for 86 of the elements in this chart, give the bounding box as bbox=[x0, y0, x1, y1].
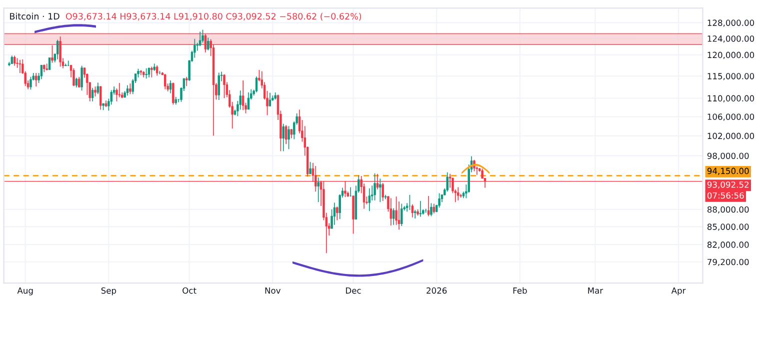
candlestick bbox=[129, 83, 132, 95]
candlestick bbox=[80, 65, 83, 91]
candlestick bbox=[202, 29, 204, 43]
candlestick bbox=[411, 204, 414, 218]
y-tick-label: 120,000.00 bbox=[708, 52, 754, 59]
candlestick bbox=[395, 196, 398, 226]
y-tick-label: 110,000.00 bbox=[708, 95, 754, 102]
x-tick-label: Nov bbox=[265, 288, 281, 294]
y-tick-label: 124,000.00 bbox=[708, 35, 754, 43]
candlestick bbox=[194, 38, 196, 58]
y-tick-label: 102,000.00 bbox=[708, 132, 754, 140]
candlestick bbox=[427, 196, 430, 217]
x-tick-label: Oct bbox=[182, 287, 196, 294]
candlestick bbox=[148, 67, 150, 78]
candlestick bbox=[198, 31, 202, 47]
candlestick bbox=[282, 123, 285, 152]
candlestick bbox=[242, 80, 244, 111]
candlestick bbox=[40, 64, 43, 80]
candlestick bbox=[48, 57, 51, 70]
candlestick bbox=[336, 206, 338, 221]
candlestick bbox=[72, 68, 75, 87]
candlestick bbox=[374, 172, 376, 201]
candlestick bbox=[247, 92, 250, 110]
candlestick bbox=[186, 76, 188, 87]
candlestick bbox=[30, 76, 32, 90]
y-tick-label: 85,000.00 bbox=[707, 224, 749, 231]
candlestick bbox=[446, 172, 448, 192]
candlestick bbox=[126, 84, 129, 96]
candlestick bbox=[207, 37, 210, 51]
candlestick bbox=[317, 177, 320, 202]
candlestick bbox=[255, 76, 258, 93]
ref-line-label: 93,092.52 bbox=[707, 181, 748, 189]
candlestick bbox=[150, 66, 153, 78]
candlestick bbox=[145, 68, 148, 80]
text: 07:56:56 bbox=[707, 192, 744, 199]
ref-line-label: 94,150.00 bbox=[707, 168, 749, 175]
y-tick-label: 82,000.00 bbox=[707, 242, 749, 249]
y-tick-label: 115,000.00 bbox=[708, 73, 754, 80]
candlestick bbox=[99, 86, 102, 110]
candlestick bbox=[268, 92, 272, 107]
x-tick-label: Aug bbox=[17, 288, 33, 296]
candlestick bbox=[34, 72, 38, 87]
candlestick bbox=[432, 203, 436, 214]
candlestick bbox=[309, 161, 312, 174]
y-tick-label: 98,000.00 bbox=[707, 152, 749, 160]
candlestick bbox=[164, 73, 166, 90]
candlestick bbox=[430, 202, 432, 217]
candlestick bbox=[75, 77, 78, 88]
candlestick bbox=[223, 74, 226, 99]
y-tick-label: 88,000.00 bbox=[707, 206, 749, 214]
candlestick bbox=[46, 63, 48, 71]
x-tick-label: Dec bbox=[346, 288, 361, 294]
candlestick bbox=[169, 80, 172, 94]
candlestick bbox=[379, 178, 382, 202]
x-tick-label: 2026 bbox=[426, 287, 447, 294]
candlestick bbox=[333, 202, 336, 226]
x-tick-label: Feb bbox=[513, 287, 527, 294]
candlestick bbox=[457, 186, 460, 201]
candlestick bbox=[414, 210, 416, 219]
chart-title: Bitcoin · 1D bbox=[10, 12, 60, 20]
candlestick bbox=[288, 126, 290, 150]
candlestick bbox=[392, 208, 395, 226]
candlestick bbox=[56, 39, 59, 60]
x-tick-label: Apr bbox=[671, 288, 686, 296]
candlestick bbox=[284, 124, 288, 145]
candlestick bbox=[400, 203, 403, 226]
candlestick bbox=[368, 188, 371, 212]
candlestick bbox=[390, 198, 392, 226]
candlestick bbox=[96, 82, 100, 95]
candlestick bbox=[118, 82, 121, 98]
candlestick bbox=[18, 59, 22, 74]
y-tick-label: 106,000.00 bbox=[708, 114, 754, 121]
candlestick bbox=[13, 55, 16, 66]
candlestick bbox=[94, 86, 96, 97]
x-tick-label: Sep bbox=[101, 287, 116, 296]
candlestick bbox=[290, 128, 293, 139]
chart-subtitle: O93,673.14 H93,673.14 L91,910.80 C93,092.52 −580.62 (−0.62%) bbox=[66, 12, 362, 21]
candlestick bbox=[172, 82, 174, 105]
candlestick bbox=[78, 76, 80, 88]
candlestick bbox=[438, 192, 440, 208]
candlestick bbox=[156, 64, 158, 76]
y-tick-label: 79,200.00 bbox=[708, 258, 749, 266]
y-tick-label: 128,000.00 bbox=[708, 20, 754, 27]
candlestick bbox=[218, 72, 220, 100]
x-tick-label: Mar bbox=[588, 288, 604, 294]
candlestick bbox=[352, 196, 354, 234]
